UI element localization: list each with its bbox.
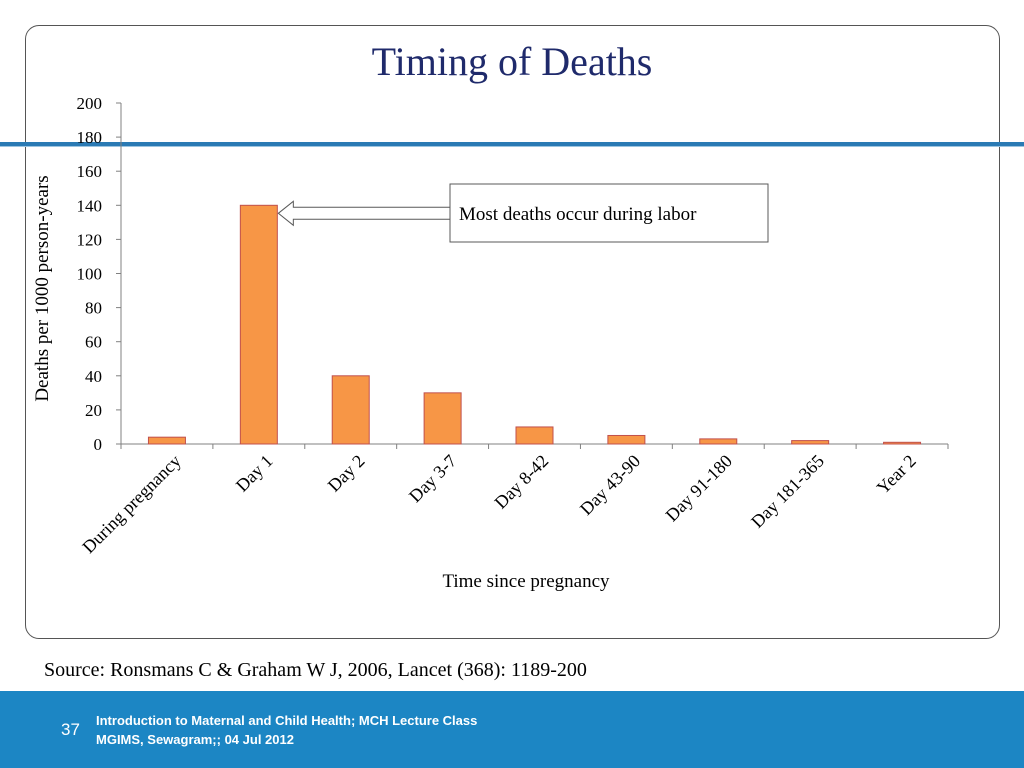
annotation-box bbox=[449, 183, 769, 243]
x-tick-label: Day 2 bbox=[324, 451, 369, 496]
x-tick-label: Year 2 bbox=[873, 451, 920, 498]
y-tick-label: 80 bbox=[85, 299, 102, 318]
page-number: 37 bbox=[61, 720, 80, 739]
y-tick-label: 140 bbox=[77, 196, 103, 215]
bar-day-43-90 bbox=[607, 434, 646, 445]
x-axis-title: Time since pregnancy bbox=[442, 571, 610, 592]
source-citation: Source: Ronsmans C & Graham W J, 2006, L… bbox=[44, 659, 587, 681]
x-tick-label: Day 91-180 bbox=[662, 451, 737, 526]
bar-year-2 bbox=[883, 441, 922, 445]
slide-title: Timing of Deaths bbox=[371, 39, 653, 84]
bar-day-2 bbox=[331, 375, 370, 445]
slide-frame bbox=[25, 25, 1000, 639]
y-tick-label: 0 bbox=[94, 435, 103, 454]
y-tick-label: 40 bbox=[85, 367, 102, 386]
y-tick-label: 60 bbox=[85, 333, 102, 352]
x-tick-label: During pregnancy bbox=[78, 451, 184, 557]
x-tick-label: Day 181-365 bbox=[747, 451, 828, 532]
bar-day-8-42 bbox=[515, 426, 554, 445]
footer-line-2: MGIMS, Sewagram;; 04 Jul 2012 bbox=[96, 732, 294, 747]
x-tick-label: Day 8-42 bbox=[490, 451, 552, 513]
annotation-arrow bbox=[277, 200, 451, 227]
bar-day-181-365 bbox=[791, 440, 830, 445]
y-tick-label: 160 bbox=[77, 162, 103, 181]
annotation-text: Most deaths occur during labor bbox=[459, 204, 697, 225]
y-tick-label: 200 bbox=[77, 94, 103, 113]
y-tick-label: 120 bbox=[77, 230, 103, 249]
y-tick-label: 180 bbox=[77, 128, 103, 147]
y-tick-label: 100 bbox=[77, 265, 103, 284]
bar-day-91-180 bbox=[699, 438, 738, 445]
x-tick-label: Day 43-90 bbox=[576, 451, 644, 519]
footer-bar bbox=[0, 691, 1024, 768]
bar-during-pregnancy bbox=[147, 436, 186, 445]
x-tick-label: Day 3-7 bbox=[405, 451, 460, 506]
y-tick-label: 20 bbox=[85, 401, 102, 420]
footer-line-1: Introduction to Maternal and Child Healt… bbox=[96, 713, 478, 728]
bar-day-3-7 bbox=[423, 392, 462, 445]
footer-text: Introduction to Maternal and Child Healt… bbox=[96, 711, 477, 749]
y-axis-title: Deaths per 1000 person-years bbox=[32, 175, 53, 401]
bar-day-1 bbox=[239, 204, 278, 445]
accent-line bbox=[0, 142, 1024, 146]
x-tick-label: Day 1 bbox=[232, 451, 277, 496]
accent-line-highlight bbox=[0, 146, 1024, 147]
